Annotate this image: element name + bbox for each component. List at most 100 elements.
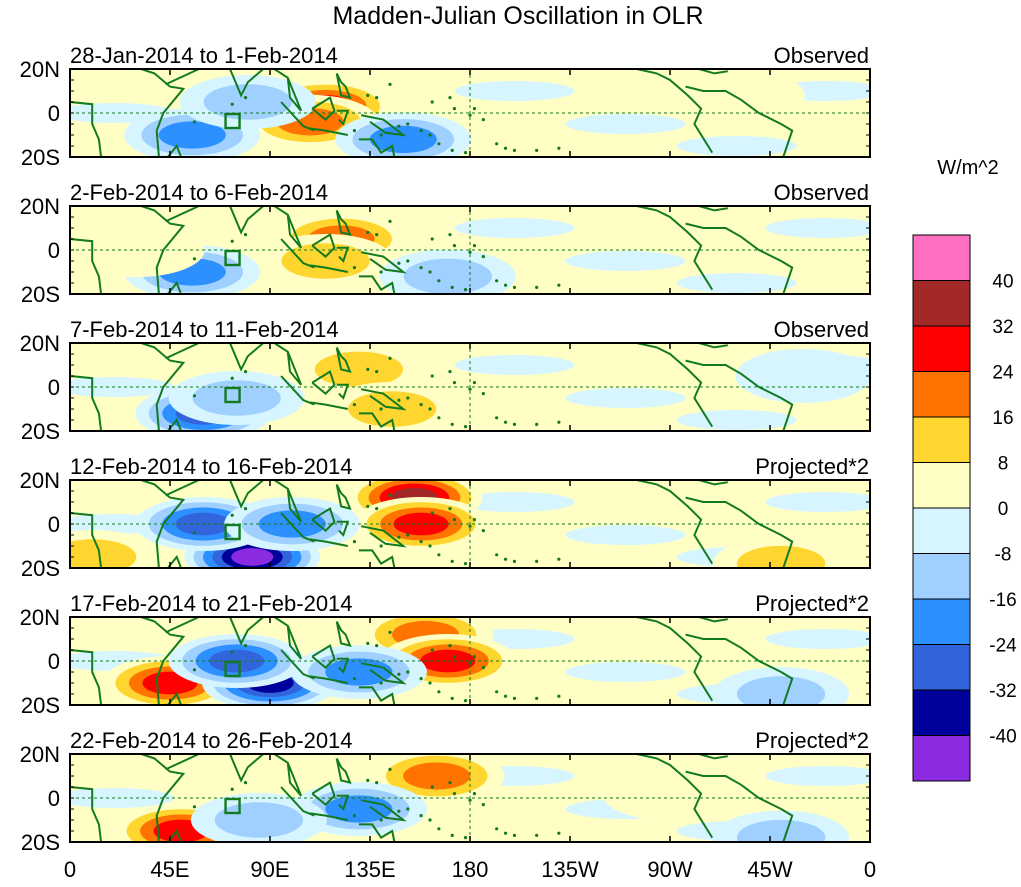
coastline: [218, 480, 264, 509]
island: [495, 553, 499, 557]
y-tick-label: 0: [48, 101, 60, 126]
panel-label: Observed: [774, 317, 869, 342]
island: [406, 670, 410, 674]
chart-title: Madden-Julian Oscillation in OLR: [332, 2, 703, 30]
coastline: [335, 72, 352, 100]
reference-box: [224, 249, 241, 267]
y-tick-label: 20S: [21, 693, 60, 718]
anomaly-contour: [158, 121, 226, 149]
coastline: [167, 692, 183, 705]
coastline: [685, 633, 794, 705]
coastline: [140, 754, 186, 842]
coastline: [360, 525, 407, 548]
island: [375, 96, 379, 100]
island: [495, 142, 499, 146]
island: [192, 668, 197, 672]
panel-content: [70, 69, 870, 157]
island: [481, 118, 485, 122]
panel: 20N 0 20S 2-Feb-2014 to 6-Feb-2014 Observed: [20, 180, 871, 307]
island: [450, 696, 454, 701]
island: [448, 233, 452, 237]
coastline: [70, 238, 103, 294]
coastline: [167, 418, 183, 431]
x-tick-label: 135E: [344, 857, 395, 882]
island: [512, 422, 517, 426]
island: [230, 513, 234, 517]
island: [495, 827, 499, 831]
y-tick-label: 20S: [21, 830, 60, 855]
island: [406, 533, 410, 537]
island: [468, 250, 472, 254]
island: [352, 403, 357, 407]
coastline: [273, 617, 303, 660]
coastline: [685, 770, 794, 842]
island: [472, 518, 477, 522]
island: [366, 93, 370, 97]
coastline: [358, 686, 396, 705]
anomaly-contour: [736, 676, 826, 705]
coastline: [70, 101, 103, 157]
island: [192, 257, 197, 261]
panel-date-range: 2-Feb-2014 to 6-Feb-2014: [70, 180, 328, 205]
island: [192, 805, 197, 809]
anomaly-band: [70, 788, 175, 808]
anomaly-contour: [736, 819, 826, 842]
colorbar-swatch: [912, 553, 971, 600]
coastline: [636, 343, 714, 428]
island: [366, 230, 370, 234]
island: [512, 559, 517, 564]
coastline: [70, 649, 103, 705]
coastline: [165, 754, 200, 771]
colorbar-swatch: [912, 462, 971, 509]
colorbar-swatch: [912, 735, 971, 782]
island: [430, 237, 434, 241]
anomaly-band: [454, 355, 575, 375]
x-axis: 0 45E 90E 135E 180 135W 90W 45W 0: [64, 857, 876, 882]
coastline: [311, 507, 336, 532]
colorbar-swatch: [912, 689, 971, 736]
coastline: [698, 480, 728, 486]
coastline: [698, 754, 728, 760]
island: [463, 836, 468, 840]
island: [243, 507, 248, 511]
island: [468, 661, 472, 665]
coastline: [273, 754, 303, 797]
island: [419, 266, 423, 270]
y-tick-label: 20S: [21, 145, 60, 170]
island: [512, 148, 517, 152]
colorbar-label: -24: [989, 636, 1017, 657]
colorbar-swatch: [912, 234, 971, 281]
y-tick-label: 20N: [20, 57, 60, 82]
island: [472, 792, 477, 796]
panel-date-range: 7-Feb-2014 to 11-Feb-2014: [70, 317, 339, 342]
anomaly-band: [765, 629, 870, 649]
island: [472, 381, 477, 385]
x-tick-label: 90W: [647, 857, 692, 882]
anomaly-contour: [602, 766, 738, 821]
coastline: [336, 383, 350, 400]
coastline: [273, 343, 303, 386]
coastline: [140, 617, 186, 705]
island: [430, 785, 434, 789]
y-tick-label: 0: [48, 512, 60, 537]
island: [535, 559, 539, 564]
island: [535, 696, 539, 701]
coastline: [165, 206, 200, 223]
coastline: [360, 662, 407, 685]
island: [397, 261, 401, 265]
coastline: [360, 799, 407, 822]
coastline: [358, 138, 396, 157]
island: [419, 677, 423, 681]
coastline: [358, 412, 396, 431]
colorbar-swatch: [912, 371, 971, 418]
colorbar-swatch: [912, 416, 971, 463]
panel: 20N 0 20S 17-Feb-2014 to 21-Feb-2014 Project…: [20, 591, 871, 718]
island: [352, 677, 357, 681]
island: [512, 285, 517, 289]
coastline: [358, 275, 396, 294]
island: [352, 129, 357, 133]
island: [428, 681, 432, 685]
coastline: [218, 206, 264, 235]
island: [430, 648, 434, 652]
